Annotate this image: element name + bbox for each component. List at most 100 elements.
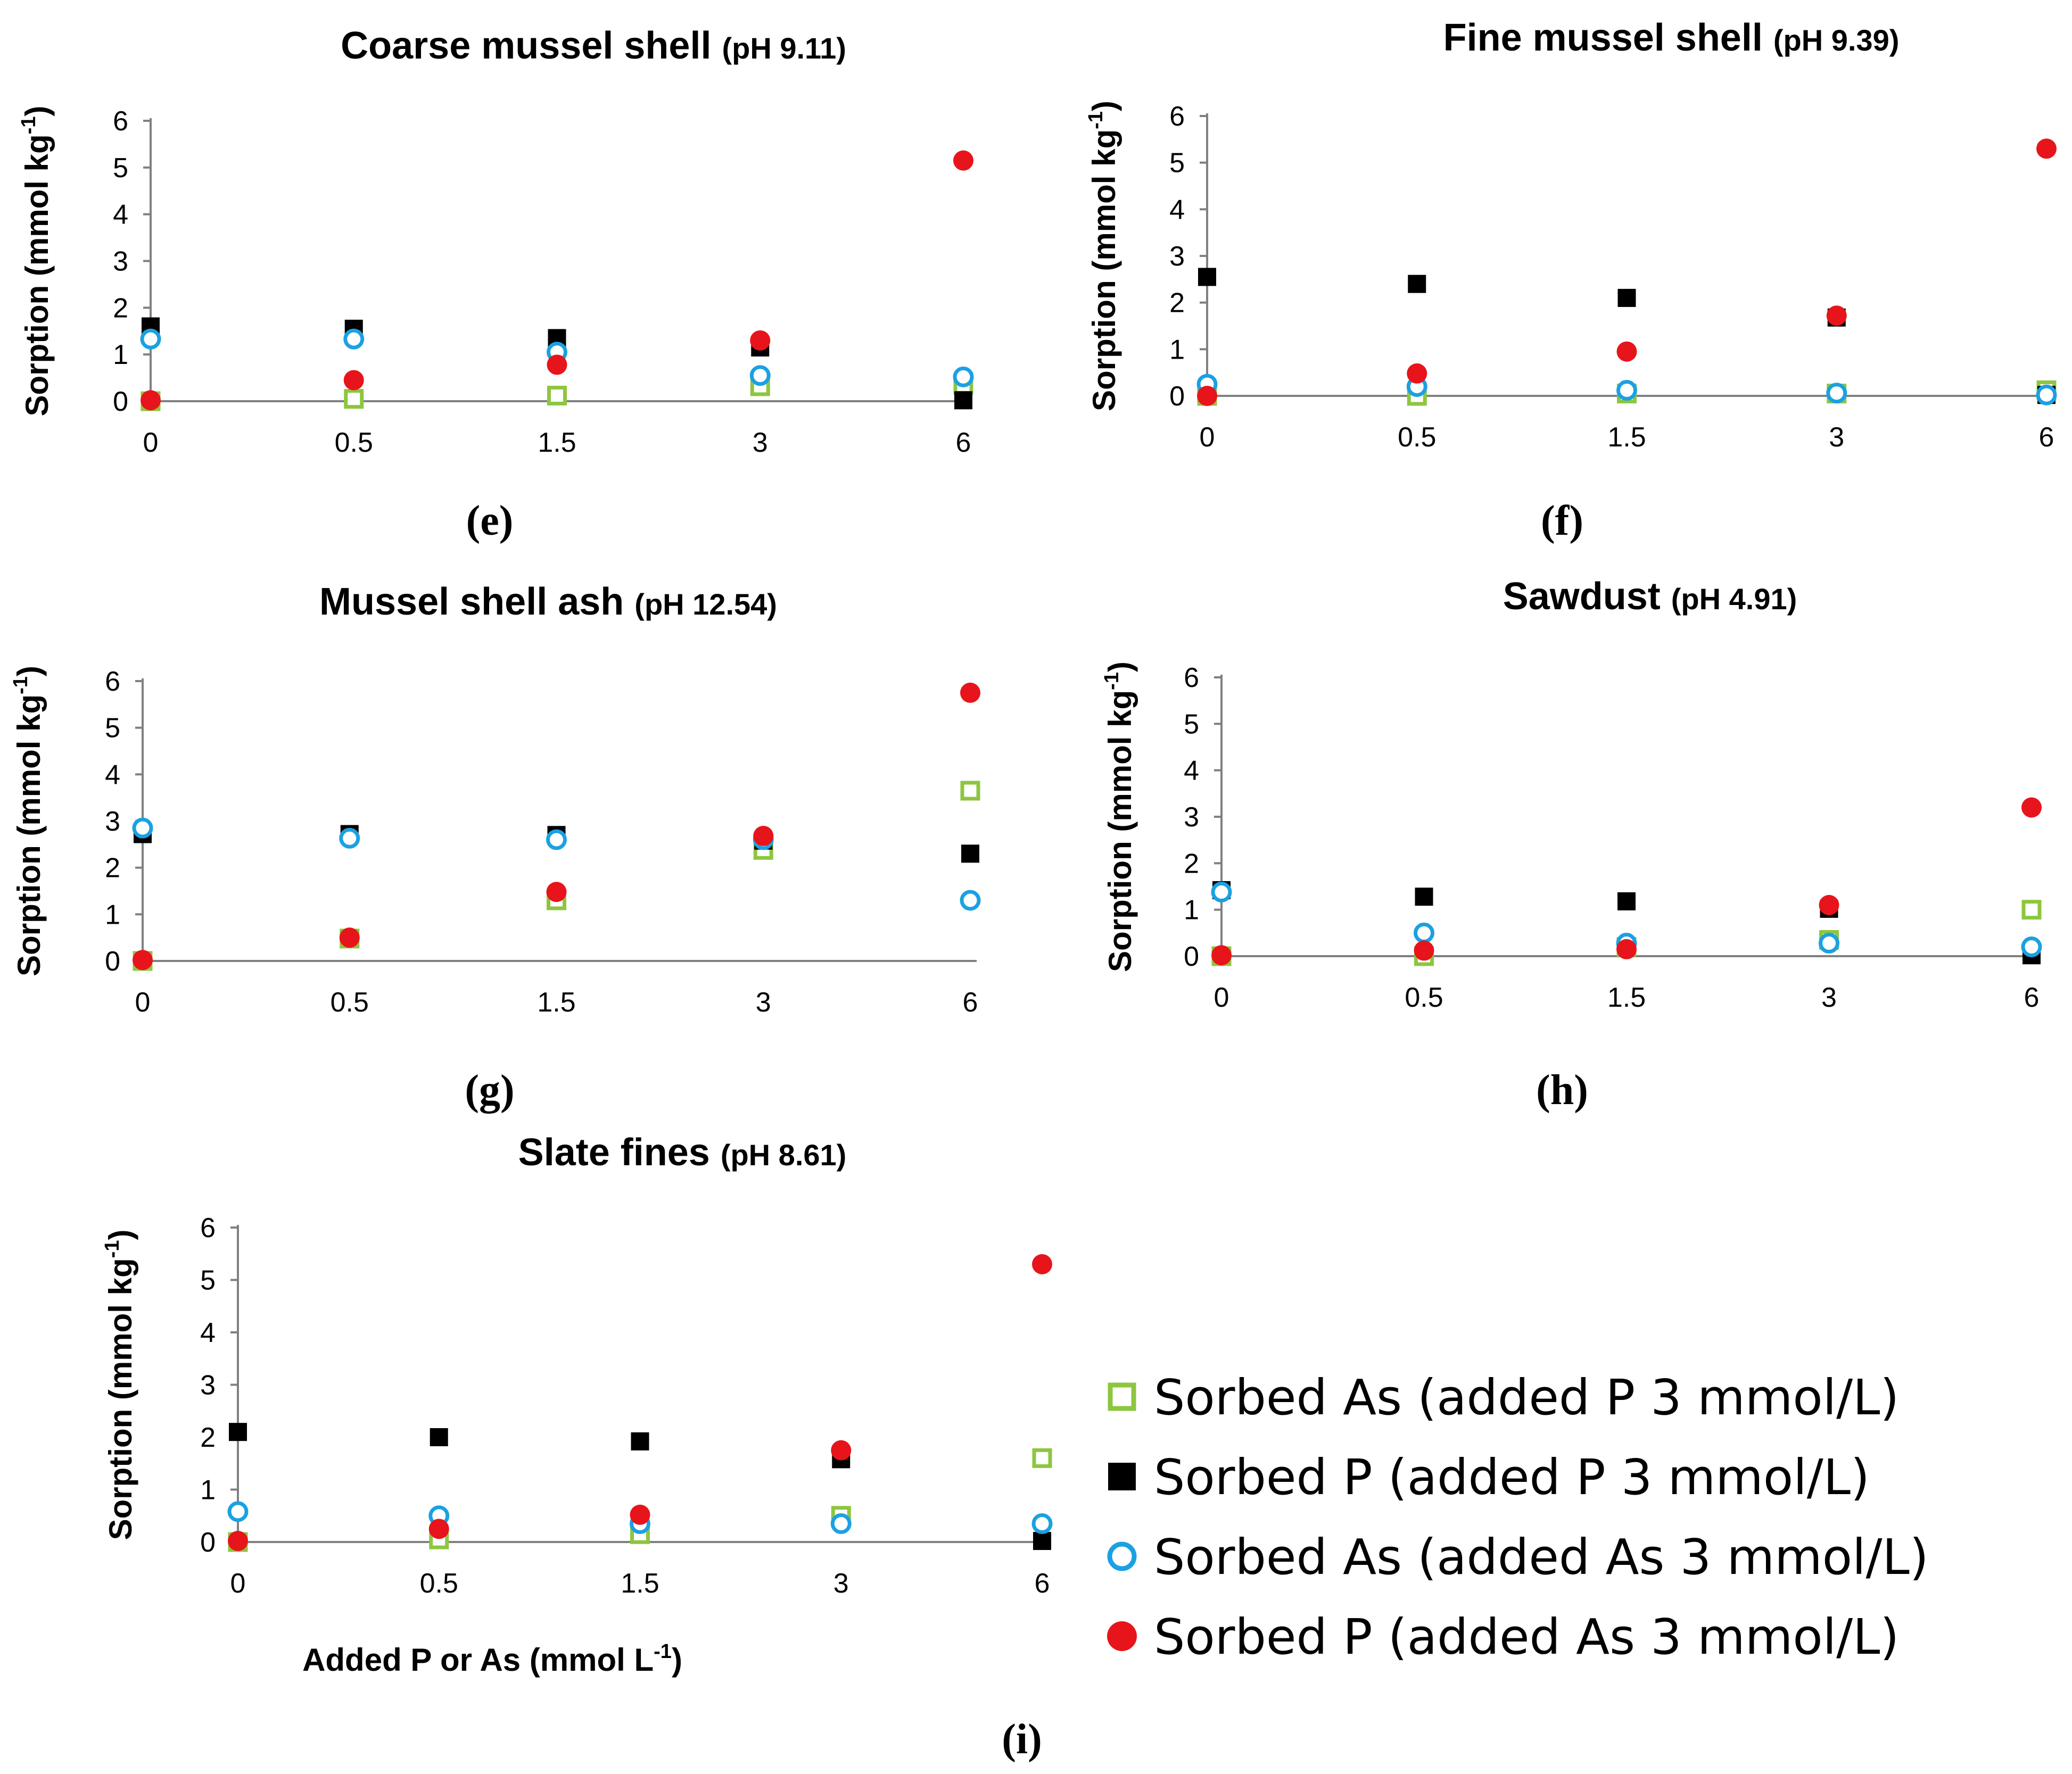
y-axis-label: Sorption (mmol kg-1) <box>1085 101 1122 411</box>
y-axis-label: Sorption (mmol kg-1) <box>10 666 47 976</box>
y-tick-label: 4 <box>200 1317 216 1348</box>
legend-label: Sorbed As (added P 3 mmol/L) <box>1154 1369 1899 1426</box>
y-tick-label: 2 <box>113 293 128 324</box>
y-tick-label: 5 <box>113 153 128 184</box>
data-point-filled-square <box>954 391 972 410</box>
data-point-filled-circle <box>753 826 774 847</box>
y-tick-label: 1 <box>200 1475 216 1506</box>
x-tick-label: 3 <box>1821 982 1837 1013</box>
x-tick-label: 0 <box>1200 422 1215 453</box>
legend-marker-open-circle <box>1107 1541 1137 1571</box>
y-tick-label: 3 <box>200 1370 216 1401</box>
x-tick-label: 0 <box>135 987 151 1018</box>
legend-item: Sorbed As (added P 3 mmol/L) <box>1108 1369 1899 1426</box>
chart-panel-h: Sawdust (pH 4.91) 0 1 2 3 4 5 6 0 0.5 1.5 3 6 Sorptio… <box>1101 575 2042 1114</box>
legend-label: Sorbed P (added As 3 mmol/L) <box>1154 1609 1899 1665</box>
chart-title: Coarse mussel shell (pH 9.11) <box>341 24 846 67</box>
y-tick-label: 0 <box>113 386 128 417</box>
data-point-open-circle <box>830 1513 852 1535</box>
x-tick-label: 0.5 <box>1405 982 1443 1013</box>
y-tick-label: 6 <box>113 106 128 137</box>
data-point-open-square <box>547 385 567 405</box>
data-point-filled-square <box>961 844 979 863</box>
x-tick-label: 3 <box>833 1568 849 1599</box>
chart-panel-i: Slate fines (pH 8.61) 0 1 2 3 4 5 6 0 0.5 1.5 3 6 Sor… <box>101 1131 1053 1763</box>
legend-label: Sorbed As (added As 3 mmol/L) <box>1154 1529 1929 1586</box>
chart-panel-e: Coarse mussel shell (pH 9.11) 0 1 2 3 4 5 6 0 0.5… <box>18 24 974 544</box>
x-tick-label: 0 <box>143 427 159 458</box>
data-point-filled-circle <box>428 1519 449 1539</box>
y-tick-label: 5 <box>1169 148 1185 179</box>
legend-marker-open-square <box>1108 1382 1136 1411</box>
data-point-filled-circle <box>1197 386 1217 406</box>
y-tick-label: 4 <box>113 200 128 230</box>
data-point-filled-circle <box>133 950 153 971</box>
data-point-open-square <box>960 781 980 801</box>
y-tick-label: 6 <box>200 1213 216 1244</box>
y-tick-label: 2 <box>200 1422 216 1453</box>
data-point-filled-square <box>1415 888 1433 906</box>
data-point-open-circle <box>227 1501 249 1522</box>
x-tick-label: 0.5 <box>1398 422 1436 453</box>
panel-label: (i) <box>1002 1716 1042 1763</box>
data-point-filled-circle <box>1826 305 1847 326</box>
data-point-filled-circle <box>2021 797 2042 818</box>
panel-label: (f) <box>1541 498 1583 544</box>
data-point-filled-square <box>430 1428 448 1446</box>
data-point-open-circle <box>1616 379 1637 401</box>
data-point-filled-square <box>1617 892 1636 910</box>
data-point-filled-circle <box>1819 894 1839 915</box>
legend-label: Sorbed P (added P 3 mmol/L) <box>1154 1449 1870 1506</box>
data-point-filled-square <box>229 1423 247 1441</box>
x-tick-label: 3 <box>1829 422 1844 453</box>
y-tick-label: 3 <box>113 246 128 277</box>
data-point-filled-square <box>631 1432 649 1450</box>
legend-item: Sorbed As (added As 3 mmol/L) <box>1107 1529 1929 1586</box>
x-tick-label: 6 <box>2024 982 2040 1013</box>
y-tick-label: 0 <box>1169 381 1185 412</box>
x-tick-label: 0.5 <box>335 427 373 458</box>
y-tick-label: 2 <box>1169 288 1185 319</box>
panel-label: (g) <box>465 1067 514 1114</box>
x-tick-label: 0.5 <box>420 1568 458 1599</box>
data-point-filled-circle <box>339 927 360 948</box>
x-tick-label: 6 <box>963 987 978 1018</box>
data-point-filled-circle <box>228 1531 248 1552</box>
y-tick-label: 5 <box>200 1265 216 1296</box>
panel-label: (h) <box>1536 1067 1588 1114</box>
x-tick-label: 1.5 <box>537 987 575 1018</box>
chart-title: Sawdust (pH 4.91) <box>1503 575 1797 618</box>
data-point-open-circle <box>953 366 974 387</box>
data-point-filled-circle <box>960 682 980 703</box>
y-tick-label: 2 <box>105 853 120 884</box>
chart-panel-g: Mussel shell ash (pH 12.54) 0 1 2 3 4 5 6 0 0.5 1.… <box>10 581 981 1114</box>
legend: Sorbed As (added P 3 mmol/L) Sorbed P (ad… <box>1107 1369 1929 1665</box>
data-point-filled-square <box>1198 268 1216 286</box>
data-point-open-circle <box>132 817 153 839</box>
data-point-filled-circle <box>1616 939 1637 959</box>
y-axis-label: Sorption (mmol kg-1) <box>101 1230 138 1540</box>
y-tick-label: 0 <box>200 1527 216 1558</box>
data-point-open-circle <box>960 890 981 911</box>
x-tick-label: 0 <box>230 1568 246 1599</box>
x-tick-label: 6 <box>956 427 971 458</box>
data-point-open-circle <box>546 829 567 850</box>
data-point-filled-circle <box>831 1440 852 1461</box>
data-point-open-square <box>344 389 364 409</box>
data-point-filled-circle <box>953 150 973 171</box>
data-point-open-circle <box>1031 1513 1053 1535</box>
chart-title: Fine mussel shell (pH 9.39) <box>1443 16 1900 59</box>
x-tick-label: 6 <box>1035 1568 1050 1599</box>
data-point-filled-square <box>1408 275 1426 293</box>
y-axis-label: Sorption (mmol kg-1) <box>1101 661 1138 972</box>
data-point-filled-circle <box>141 390 161 411</box>
y-tick-label: 3 <box>105 806 120 837</box>
x-tick-label: 3 <box>756 987 771 1018</box>
legend-item: Sorbed P (added P 3 mmol/L) <box>1108 1449 1870 1506</box>
x-tick-label: 1.5 <box>1607 982 1646 1013</box>
data-point-filled-circle <box>1616 341 1637 362</box>
y-tick-label: 0 <box>105 946 120 977</box>
y-tick-label: 1 <box>105 899 120 930</box>
data-point-open-square <box>2021 900 2042 920</box>
